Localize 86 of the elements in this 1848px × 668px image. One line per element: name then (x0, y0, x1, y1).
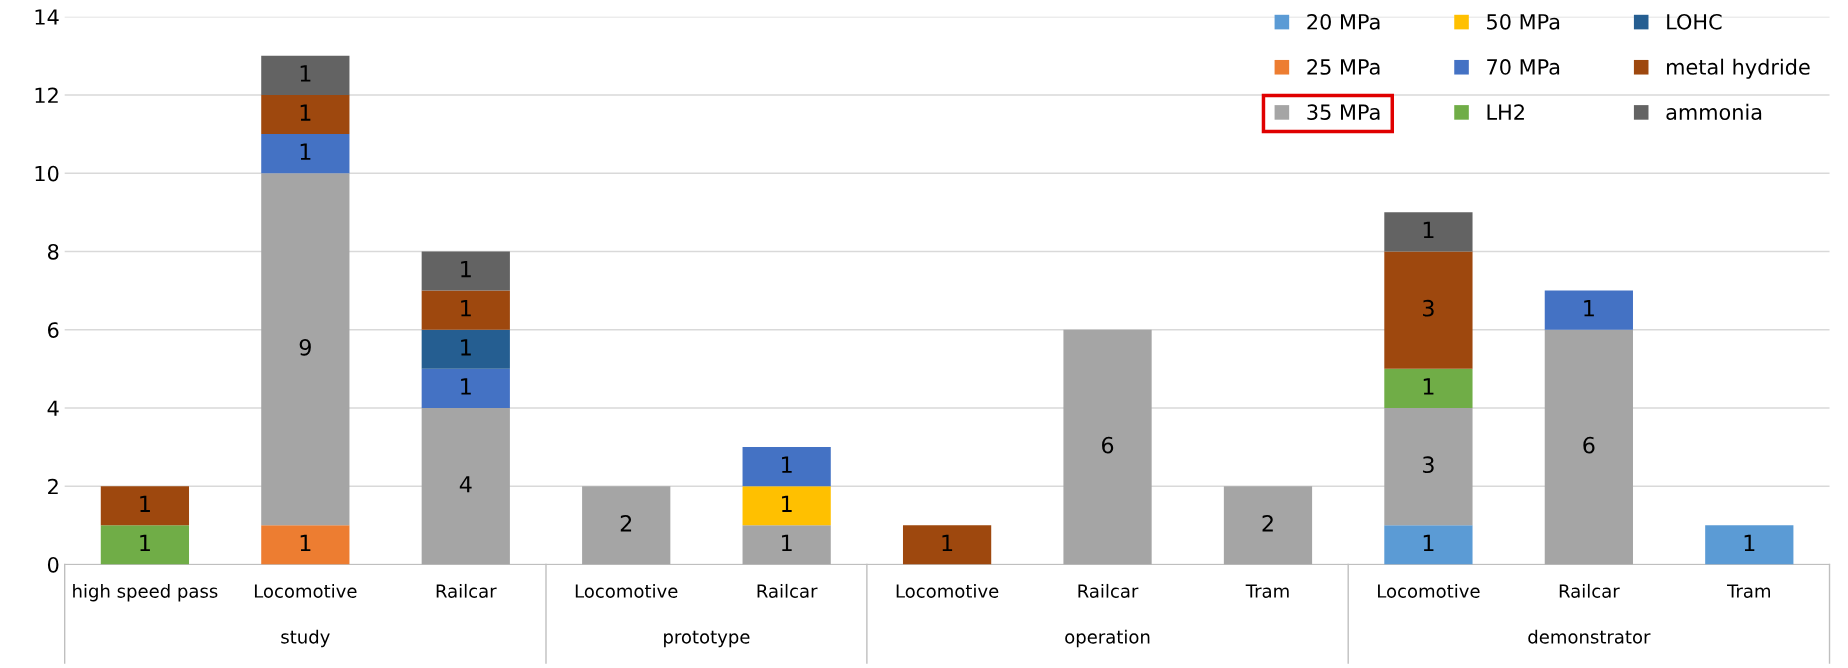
y-tick-label: 0 (47, 556, 59, 573)
bar (1063, 329, 1152, 565)
y-tick-label: 10 (35, 165, 59, 182)
legend-label: LOHC (1667, 13, 1722, 30)
x-tick-label: Locomotive (896, 583, 999, 598)
y-tick-label: 12 (35, 87, 58, 103)
data-label: 1 (782, 495, 792, 512)
data-label: 1 (300, 65, 311, 82)
bar (421, 290, 510, 330)
data-label: 1 (300, 143, 311, 160)
data-label: 1 (782, 456, 792, 473)
x-tick-label: high speed pass (73, 583, 218, 602)
bar (1384, 407, 1473, 526)
bar (742, 447, 831, 487)
data-label: 6 (1102, 436, 1114, 454)
bar (1705, 525, 1794, 565)
data-label: 1 (1744, 534, 1755, 552)
y-tick-label: 2 (48, 478, 58, 495)
legend-label: metal hydride (1667, 58, 1810, 79)
data-label: 1 (300, 534, 311, 552)
bar (582, 486, 671, 565)
data-label: 1 (942, 534, 953, 552)
x-tick-label: Railcar (1559, 583, 1620, 598)
x-tick-label: Tram (1245, 584, 1289, 598)
legend-label: 25 MPa (1307, 59, 1380, 75)
bar (261, 134, 350, 174)
data-label: 1 (1584, 300, 1594, 317)
data-label: 2 (620, 514, 632, 532)
bar (1384, 212, 1473, 252)
bar (1384, 525, 1473, 565)
text: study (281, 629, 330, 648)
data-label: 1 (461, 378, 471, 395)
y-tick-label: 14 (35, 9, 59, 25)
data-label: 3 (1423, 299, 1434, 317)
text: operation (1065, 629, 1150, 648)
bar (1384, 251, 1473, 369)
x-tick-label: Locomotive (575, 583, 678, 598)
data-label: 2 (1262, 514, 1273, 532)
bar (421, 329, 510, 369)
bar (902, 525, 992, 565)
bar (1544, 329, 1633, 565)
bar (261, 55, 350, 95)
bar (261, 173, 350, 526)
y-tick-label: 8 (47, 243, 59, 260)
data-label: 1 (140, 495, 150, 512)
bar (100, 486, 190, 526)
legend-label: 50 MPa (1487, 13, 1560, 30)
data-label: 1 (140, 534, 150, 552)
bar (421, 407, 510, 565)
x-tick-label: Locomotive (1378, 583, 1480, 598)
data-label: 1 (461, 260, 471, 278)
text: prototype (664, 630, 750, 648)
bar (742, 486, 831, 526)
legend-label: ammonia (1666, 103, 1762, 120)
data-label: 1 (300, 104, 311, 121)
legend-label: 35 MPa (1307, 104, 1380, 120)
bar (100, 525, 190, 565)
data-label: 1 (1423, 534, 1434, 552)
data-label: 1 (461, 339, 471, 356)
data-label: 1 (782, 534, 792, 552)
y-tick-label: 4 (47, 400, 59, 416)
data-label: 9 (299, 338, 311, 356)
x-tick-label: Railcar (436, 583, 497, 598)
data-label: 3 (1423, 456, 1434, 474)
data-label: 4 (459, 476, 472, 493)
x-tick-label: Locomotive (254, 583, 357, 598)
legend-label: 20 MPa (1307, 13, 1380, 30)
data-label: 6 (1583, 436, 1595, 454)
bar (1223, 486, 1313, 565)
bar (421, 368, 510, 408)
bar (261, 94, 350, 135)
bar (1384, 368, 1473, 408)
x-tick-label: Railcar (1078, 583, 1139, 598)
bar (1544, 290, 1633, 330)
data-label: 1 (1423, 221, 1434, 239)
legend-label: 70 MPa (1487, 59, 1560, 75)
legend-label: LH2 (1487, 104, 1524, 120)
y-tick-label: 6 (48, 322, 59, 338)
data-label: 1 (1423, 378, 1434, 395)
data-label: 1 (461, 300, 471, 317)
x-tick-label: Tram (1727, 584, 1770, 598)
x-tick-label: Railcar (757, 583, 818, 598)
bar (421, 251, 510, 291)
bar (742, 525, 831, 565)
text: demonstrator (1528, 629, 1651, 644)
bar (261, 525, 350, 565)
